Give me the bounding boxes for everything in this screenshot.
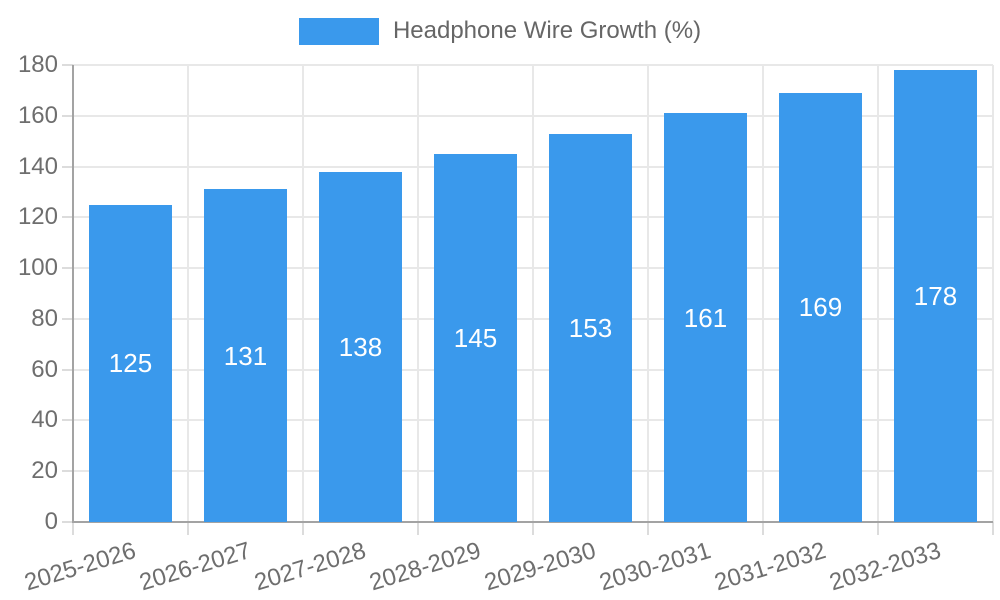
x-axis-category-label: 2029-2030 <box>481 536 599 597</box>
x-axis-category-label: 2027-2028 <box>251 536 369 597</box>
bar-value-label: 138 <box>338 331 383 362</box>
vertical-gridline <box>187 65 189 522</box>
y-axis-tick-mark <box>62 64 73 66</box>
x-axis-tick-mark <box>417 522 419 535</box>
x-axis-category-label: 2030-2031 <box>596 536 714 597</box>
bar[interactable] <box>89 204 172 522</box>
vertical-gridline <box>302 65 304 522</box>
y-axis-tick-label: 120 <box>17 203 58 231</box>
bar[interactable] <box>319 171 402 522</box>
x-axis-tick-mark <box>532 522 534 535</box>
bar-value-label: 178 <box>913 281 958 312</box>
chart-legend[interactable]: Headphone Wire Growth (%) <box>0 16 1000 46</box>
legend-label[interactable]: Headphone Wire Growth (%) <box>392 17 702 44</box>
y-axis-tick-mark <box>62 216 73 219</box>
y-axis-tick-label: 60 <box>31 355 58 383</box>
y-axis-tick-label: 20 <box>31 457 58 485</box>
bar-value-label: 169 <box>798 292 843 323</box>
x-axis-category-label: 2025-2026 <box>21 536 139 597</box>
y-axis-tick-mark <box>62 114 73 117</box>
vertical-gridline <box>762 65 764 522</box>
y-axis-tick-label: 160 <box>17 101 58 129</box>
bar-value-label: 131 <box>223 340 268 371</box>
y-axis-tick-mark <box>62 368 73 371</box>
x-axis-line <box>72 521 993 523</box>
x-axis-category-label: 2028-2029 <box>366 536 484 597</box>
x-axis-tick-mark <box>992 522 994 535</box>
x-axis-tick-mark <box>302 522 304 535</box>
vertical-gridline <box>992 65 994 522</box>
bar[interactable] <box>434 153 517 522</box>
y-axis-tick-mark <box>62 470 73 473</box>
x-axis-tick-mark <box>187 522 189 535</box>
y-axis-tick-mark <box>62 267 73 270</box>
bar[interactable] <box>549 133 632 522</box>
bar-value-label: 125 <box>108 348 153 379</box>
plot-area: 0 20 40 60 80 100 120 140 160 180 125 131 138 145 153 1… <box>18 51 994 596</box>
y-axis-tick-label: 180 <box>17 51 58 78</box>
x-axis-category-label: 2031-2032 <box>711 536 829 597</box>
y-axis-tick-label: 40 <box>31 406 58 434</box>
legend-color-swatch[interactable] <box>298 17 379 45</box>
y-axis-tick-label: 100 <box>17 254 58 282</box>
bar-value-label: 161 <box>683 302 728 333</box>
y-axis-tick-mark <box>62 521 73 523</box>
x-axis-tick-mark <box>877 522 879 535</box>
y-axis-tick-label: 80 <box>31 304 58 332</box>
bar[interactable] <box>894 70 977 522</box>
bar[interactable] <box>779 92 862 522</box>
bar[interactable] <box>664 113 747 522</box>
bar-value-label: 145 <box>453 322 498 353</box>
y-axis-tick-label: 140 <box>17 152 58 180</box>
y-axis-tick-mark <box>62 419 73 422</box>
bar[interactable] <box>204 189 287 522</box>
y-axis-tick-mark <box>62 165 73 168</box>
y-axis-line <box>72 65 74 523</box>
x-axis-tick-mark <box>72 522 74 535</box>
vertical-gridline <box>877 65 879 522</box>
y-axis-tick-label: 0 <box>44 508 58 535</box>
x-axis-tick-mark <box>647 522 649 535</box>
x-axis-category-label: 2026-2027 <box>136 536 254 597</box>
vertical-gridline <box>417 65 419 522</box>
bar-value-label: 153 <box>568 312 613 343</box>
x-axis-category-label: 2032-2033 <box>826 536 944 597</box>
vertical-gridline <box>647 65 649 522</box>
y-axis-tick-mark <box>62 317 73 320</box>
vertical-gridline <box>532 65 534 522</box>
x-axis-tick-mark <box>762 522 764 535</box>
